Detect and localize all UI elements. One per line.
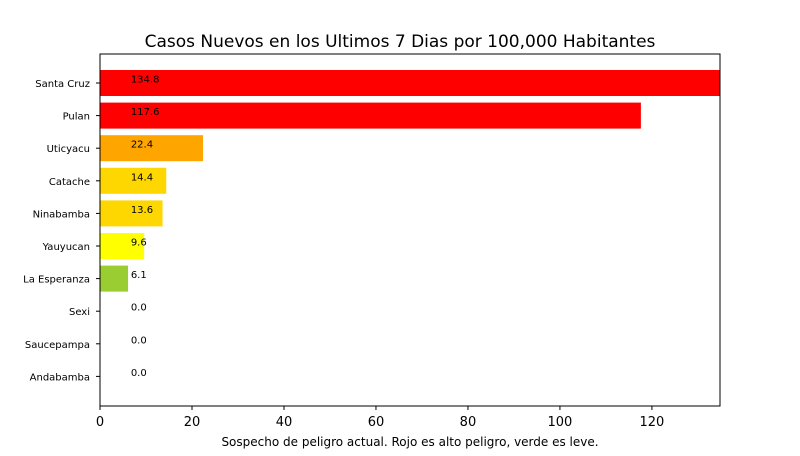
data-label: 6.1 xyxy=(131,270,147,281)
bar xyxy=(100,102,641,129)
bar xyxy=(100,265,129,292)
data-label: 117.6 xyxy=(131,107,160,118)
bar xyxy=(100,233,145,259)
data-label: 13.6 xyxy=(131,205,153,216)
y-tick-label: Uticyacu xyxy=(47,144,90,155)
x-tick-label: 20 xyxy=(184,415,201,430)
chart-title: Casos Nuevos en los Ultimos 7 Dias por 1… xyxy=(145,32,656,52)
x-tick-label: 120 xyxy=(640,415,665,430)
bar xyxy=(100,135,204,162)
data-label: 0.0 xyxy=(131,368,147,379)
x-axis-label: Sospecho de peligro actual. Rojo es alto… xyxy=(221,435,598,449)
data-label: 134.8 xyxy=(131,75,160,86)
data-label: 0.0 xyxy=(131,303,147,314)
y-tick-label: La Esperanza xyxy=(23,275,90,286)
y-tick-label: Catache xyxy=(49,177,90,188)
plot-frame xyxy=(99,53,721,407)
data-label: 14.4 xyxy=(131,172,153,183)
bar xyxy=(100,200,163,227)
y-tick-label: Ninabamba xyxy=(33,209,90,220)
data-label: 22.4 xyxy=(131,140,153,151)
y-tick-label: Andabamba xyxy=(30,372,90,383)
x-tick-label: 60 xyxy=(368,415,385,430)
x-tick-label: 0 xyxy=(96,415,104,430)
x-tick-label: 80 xyxy=(460,415,477,430)
bar xyxy=(100,70,720,96)
y-tick-label: Yauyucan xyxy=(42,242,90,253)
data-label: 0.0 xyxy=(131,335,147,346)
x-tick-label: 40 xyxy=(276,415,293,430)
y-tick-label: Santa Cruz xyxy=(35,79,90,90)
x-tick-label: 100 xyxy=(548,415,573,430)
y-tick-label: Saucepampa xyxy=(25,340,90,351)
data-label: 9.6 xyxy=(131,238,147,249)
y-tick-label: Pulan xyxy=(63,112,90,123)
y-tick-label: Sexi xyxy=(69,307,90,318)
bar xyxy=(100,167,167,194)
